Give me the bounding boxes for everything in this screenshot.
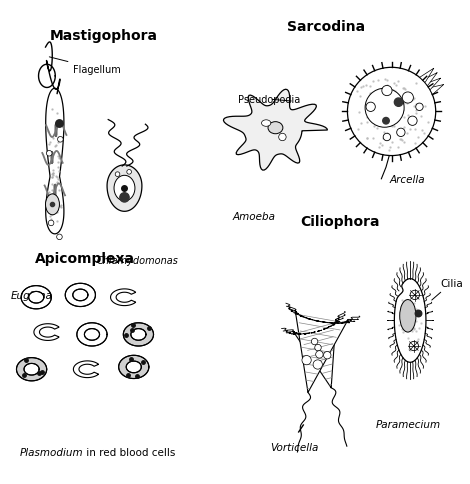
Circle shape	[120, 193, 129, 203]
Polygon shape	[110, 289, 136, 306]
Circle shape	[415, 311, 422, 317]
Circle shape	[366, 103, 376, 112]
Polygon shape	[21, 286, 51, 309]
Polygon shape	[73, 289, 88, 301]
Polygon shape	[429, 85, 444, 95]
Polygon shape	[420, 69, 434, 83]
Ellipse shape	[268, 122, 283, 135]
Polygon shape	[426, 79, 441, 91]
Text: in red blood cells: in red blood cells	[83, 447, 175, 457]
Circle shape	[57, 235, 62, 240]
Circle shape	[383, 118, 389, 125]
Polygon shape	[423, 74, 437, 87]
Polygon shape	[224, 90, 328, 171]
Polygon shape	[85, 329, 100, 341]
Polygon shape	[123, 323, 154, 346]
Text: Arcella: Arcella	[389, 175, 425, 185]
Circle shape	[48, 221, 54, 226]
Polygon shape	[46, 89, 64, 234]
Ellipse shape	[261, 121, 271, 127]
Circle shape	[302, 356, 311, 365]
Circle shape	[315, 345, 321, 351]
Text: Paramecium: Paramecium	[375, 419, 440, 429]
Text: Plasmodium: Plasmodium	[20, 447, 84, 457]
Circle shape	[409, 342, 418, 351]
Text: Apicomplexa: Apicomplexa	[35, 251, 135, 265]
Polygon shape	[34, 324, 59, 341]
Ellipse shape	[400, 300, 416, 333]
Circle shape	[279, 134, 286, 141]
Circle shape	[323, 352, 331, 359]
Circle shape	[365, 89, 404, 128]
Circle shape	[47, 151, 52, 157]
Polygon shape	[131, 329, 146, 341]
Text: Vorticella: Vorticella	[270, 442, 318, 452]
Circle shape	[127, 170, 132, 175]
Text: Sarcodina: Sarcodina	[288, 19, 366, 33]
Circle shape	[397, 129, 405, 137]
Circle shape	[311, 339, 318, 345]
Text: Ciliophora: Ciliophora	[301, 214, 380, 228]
Text: Amoeba: Amoeba	[233, 212, 276, 222]
Polygon shape	[29, 292, 44, 303]
Text: Cilia: Cilia	[432, 278, 463, 301]
Circle shape	[402, 93, 414, 104]
Polygon shape	[16, 358, 47, 381]
Circle shape	[313, 360, 322, 369]
Circle shape	[410, 291, 419, 300]
Text: Chlamydomonas: Chlamydomonas	[97, 256, 179, 266]
Text: Flagellum: Flagellum	[49, 58, 121, 75]
Ellipse shape	[114, 176, 135, 201]
Polygon shape	[65, 284, 95, 307]
Circle shape	[408, 117, 417, 126]
Polygon shape	[126, 362, 141, 373]
Polygon shape	[394, 279, 426, 363]
Text: Euglena: Euglena	[11, 291, 53, 301]
Circle shape	[416, 104, 423, 111]
Polygon shape	[24, 363, 39, 375]
Polygon shape	[295, 310, 348, 393]
Polygon shape	[293, 319, 336, 388]
Polygon shape	[77, 323, 107, 346]
Circle shape	[58, 137, 63, 143]
Circle shape	[115, 172, 120, 177]
Polygon shape	[107, 166, 142, 212]
Polygon shape	[119, 356, 149, 379]
Polygon shape	[73, 361, 99, 378]
Text: Pseudopodia: Pseudopodia	[238, 95, 300, 105]
Circle shape	[383, 134, 391, 141]
Circle shape	[316, 351, 323, 358]
Circle shape	[347, 68, 436, 156]
Circle shape	[382, 86, 392, 96]
Text: Mastigophora: Mastigophora	[49, 29, 157, 43]
Circle shape	[394, 99, 403, 107]
Ellipse shape	[46, 195, 59, 215]
Circle shape	[56, 121, 63, 128]
